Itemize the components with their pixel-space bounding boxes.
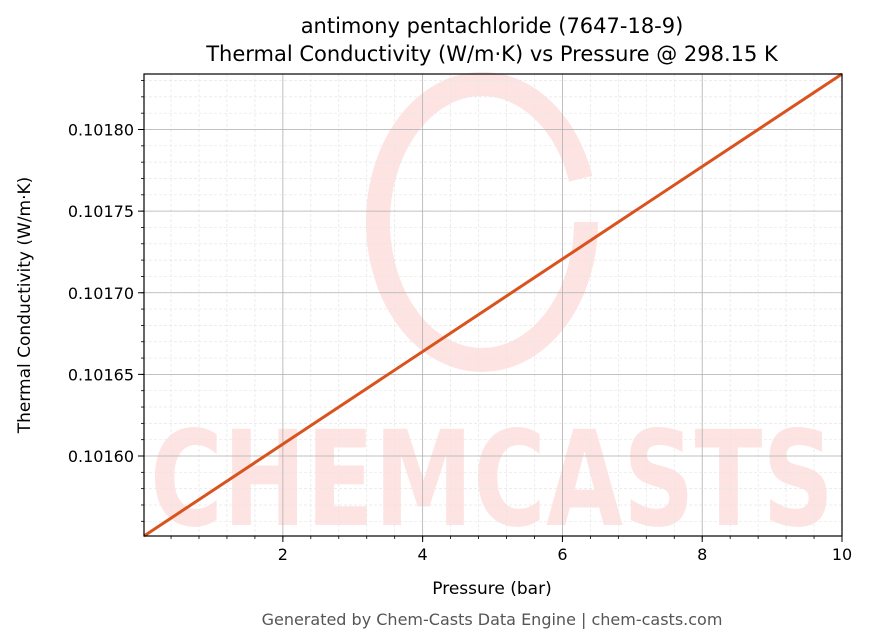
y-axis-label: Thermal Conductivity (W/m·K) bbox=[15, 177, 35, 435]
x-tick-label: 4 bbox=[418, 545, 428, 564]
watermark: CHEMCASTS bbox=[150, 72, 834, 557]
series-group bbox=[143, 72, 843, 538]
y-tick-label: 0.10175 bbox=[68, 202, 134, 221]
x-tick-label: 6 bbox=[557, 545, 567, 564]
y-tick-label: 0.10165 bbox=[68, 365, 134, 384]
minor-grid bbox=[144, 74, 842, 536]
y-tick-label: 0.10170 bbox=[68, 284, 134, 303]
tick-marks bbox=[138, 80, 843, 542]
watermark-text: CHEMCASTS bbox=[150, 403, 834, 557]
watermark-ring-icon bbox=[366, 72, 598, 372]
y-tick-label: 0.10160 bbox=[68, 447, 134, 466]
chart-title: antimony pentachloride (7647-18-9) bbox=[301, 14, 684, 38]
chart-subtitle: Thermal Conductivity (W/m·K) vs Pressure… bbox=[205, 42, 779, 66]
x-tick-label: 8 bbox=[697, 545, 707, 564]
x-tick-label: 10 bbox=[832, 545, 852, 564]
y-tick-label: 0.10180 bbox=[68, 121, 134, 140]
footer-credit: Generated by Chem-Casts Data Engine | ch… bbox=[262, 610, 723, 629]
x-axis-label: Pressure (bar) bbox=[432, 579, 551, 599]
x-tick-label: 2 bbox=[278, 545, 288, 564]
series-line bbox=[143, 72, 843, 538]
y-tick-labels: 0.10160 0.10165 0.10170 0.10175 0.10180 bbox=[68, 121, 134, 467]
x-tick-labels: 2 4 6 8 10 bbox=[278, 545, 852, 564]
plot-frame bbox=[143, 73, 843, 537]
